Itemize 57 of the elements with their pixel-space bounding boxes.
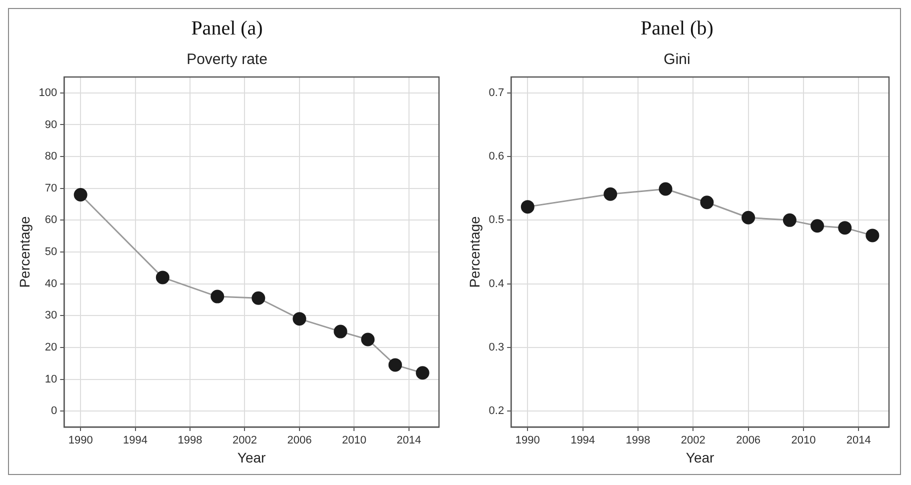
point [416, 366, 430, 380]
y-axis-title: Percentage [466, 216, 482, 288]
point [388, 358, 402, 372]
point [810, 219, 824, 233]
point [866, 228, 880, 242]
y-tick-label: 90 [44, 118, 58, 131]
y-tick-label: 0.7 [488, 86, 504, 99]
point [604, 187, 618, 201]
x-axis-title: Year [686, 449, 715, 466]
y-tick-label: 0.5 [488, 214, 504, 226]
y-axis-title: Percentage [16, 216, 32, 288]
y-tick-label: 0.3 [488, 341, 504, 354]
y-tick-label: 50 [44, 246, 58, 258]
y-tick-label: 80 [44, 150, 58, 163]
x-tick-label: 1990 [515, 434, 540, 447]
x-tick-label: 2002 [232, 434, 257, 447]
chart-title: Panel (b) [640, 17, 714, 40]
x-tick-label: 1998 [626, 434, 650, 447]
x-tick-label: 2010 [342, 434, 366, 447]
chart-title: Panel (a) [191, 17, 263, 40]
y-tick-label: 60 [44, 214, 58, 226]
y-tick-label: 30 [44, 310, 58, 322]
x-tick-label: 2006 [287, 434, 312, 447]
point [334, 324, 348, 338]
x-tick-label: 1994 [123, 434, 148, 447]
point [361, 332, 375, 346]
point [156, 270, 170, 284]
x-tick-label: 1994 [570, 434, 596, 447]
x-axis-title: Year [237, 449, 266, 466]
chart-subtitle: Poverty rate [186, 51, 268, 68]
x-tick-label: 2010 [791, 434, 816, 447]
point [292, 312, 306, 326]
x-tick-label: 2002 [680, 434, 706, 447]
y-tick-label: 20 [44, 341, 58, 354]
y-tick-label: 70 [44, 182, 58, 194]
x-tick-label: 1990 [68, 434, 93, 447]
x-tick-label: 2014 [846, 434, 871, 447]
point [210, 290, 224, 304]
point [520, 200, 534, 214]
x-tick-label: 1998 [178, 434, 202, 447]
point [838, 221, 852, 235]
point [252, 291, 266, 305]
point [74, 188, 88, 202]
x-tick-label: 2014 [396, 434, 422, 447]
y-tick-label: 0.6 [488, 150, 504, 163]
y-tick-label: 100 [38, 86, 58, 99]
y-tick-label: 40 [44, 278, 58, 290]
y-tick-label: 0.4 [488, 278, 504, 290]
point [700, 196, 714, 210]
point [742, 210, 756, 224]
point [782, 213, 796, 227]
y-tick-label: 0 [51, 405, 58, 418]
y-tick-label: 10 [44, 373, 58, 386]
point [658, 182, 672, 196]
chart-subtitle: Gini [664, 51, 690, 68]
x-tick-label: 2006 [736, 434, 761, 447]
y-tick-label: 0.2 [488, 405, 504, 418]
